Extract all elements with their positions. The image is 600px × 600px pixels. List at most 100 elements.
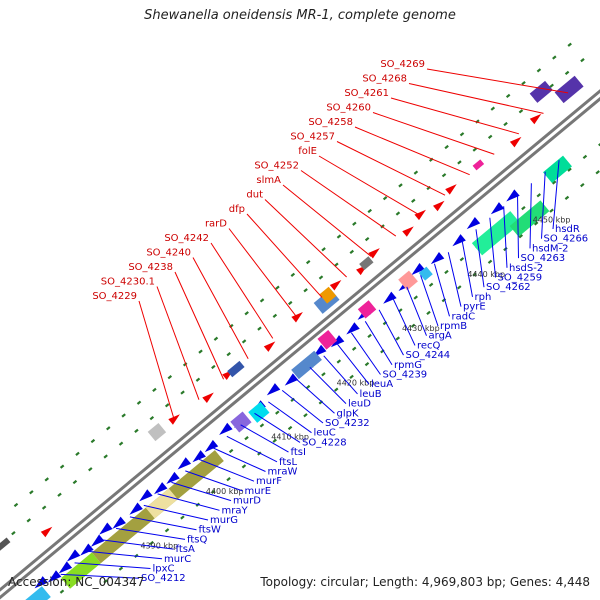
gene-label-reverse: SO_4262 bbox=[486, 282, 531, 293]
tick-mark bbox=[228, 448, 234, 454]
gene-label-forward: rarD bbox=[205, 219, 227, 230]
tick-mark bbox=[121, 413, 126, 418]
tick-mark bbox=[536, 68, 542, 73]
tick-mark bbox=[134, 428, 139, 433]
forward-gene-arrow bbox=[202, 392, 214, 403]
tick-mark bbox=[11, 531, 16, 536]
tick-rows bbox=[11, 42, 600, 594]
reverse-gene-arrow bbox=[112, 516, 126, 529]
leader-line bbox=[226, 435, 278, 463]
gene-block bbox=[147, 422, 167, 442]
gene-label-reverse: leuB bbox=[360, 389, 382, 400]
tick-mark bbox=[13, 502, 19, 508]
gene-label-reverse: ftsL bbox=[279, 457, 297, 468]
leader-line bbox=[392, 298, 416, 346]
leader-line bbox=[295, 378, 335, 414]
tick-mark bbox=[287, 425, 293, 431]
gene-label-reverse: hsdM-2 bbox=[532, 243, 569, 254]
leader-line bbox=[192, 257, 249, 360]
tick-mark bbox=[428, 282, 434, 287]
gene-block bbox=[61, 552, 101, 589]
leader-line bbox=[517, 194, 519, 259]
forward-gene-arrow bbox=[402, 226, 414, 237]
reverse-gene-arrow bbox=[34, 576, 49, 589]
forward-gene-arrow bbox=[329, 280, 342, 291]
reverse-gene-arrow bbox=[466, 216, 481, 230]
leader-line bbox=[489, 217, 496, 278]
tick-mark bbox=[106, 426, 111, 431]
tick-mark bbox=[164, 528, 170, 533]
tick-mark bbox=[487, 134, 493, 139]
leader-line bbox=[461, 240, 473, 297]
gene-label-reverse: hsdS-2 bbox=[509, 263, 543, 274]
gene-label-forward: dut bbox=[246, 190, 263, 201]
reverse-gene-arrow bbox=[154, 482, 168, 495]
gene-block bbox=[398, 270, 418, 291]
tick-mark bbox=[595, 170, 600, 175]
tick-mark bbox=[580, 182, 585, 188]
tick-mark bbox=[272, 438, 277, 443]
tick-mark bbox=[521, 205, 526, 211]
reverse-gene-arrow bbox=[284, 373, 299, 386]
leader-line bbox=[102, 539, 174, 550]
gene-label-reverse: murC bbox=[164, 554, 191, 565]
gene-block bbox=[319, 286, 337, 304]
leader-line bbox=[268, 401, 312, 434]
tick-mark bbox=[167, 375, 173, 380]
gene-block bbox=[0, 537, 11, 552]
leader-line bbox=[116, 527, 186, 540]
gene-label-forward: SO_4242 bbox=[164, 233, 209, 244]
tick-mark bbox=[367, 208, 372, 214]
tick-mark bbox=[457, 285, 462, 290]
reverse-gene-arrow bbox=[219, 422, 233, 435]
gene-label-forward: SO_4258 bbox=[308, 117, 353, 128]
leader-line bbox=[210, 242, 274, 339]
leader-line bbox=[157, 493, 220, 511]
leader-line bbox=[74, 562, 151, 569]
genome-summary: Topology: circular; Length: 4,969,803 bp… bbox=[260, 575, 590, 589]
tick-mark bbox=[244, 436, 249, 441]
leader-line bbox=[406, 286, 427, 336]
tick-mark bbox=[241, 464, 247, 469]
gene-label-reverse: ftsQ bbox=[187, 534, 207, 545]
ruler-label: 4450 kbp bbox=[533, 215, 571, 224]
tick-mark bbox=[118, 441, 124, 446]
tick-mark bbox=[164, 403, 170, 408]
leader-line bbox=[433, 263, 450, 317]
leader-line bbox=[198, 458, 255, 482]
gene-label-reverse: pyrE bbox=[463, 302, 486, 313]
tick-mark bbox=[226, 477, 231, 482]
genome-backbone bbox=[0, 89, 600, 600]
gene-label-forward: SO_4230.1 bbox=[101, 277, 155, 288]
forward-gene-arrow bbox=[445, 184, 457, 195]
reverse-gene-arrow bbox=[166, 471, 180, 485]
gene-block bbox=[359, 256, 374, 271]
tick-mark bbox=[44, 477, 49, 482]
gene-label-reverse: SO_4266 bbox=[544, 234, 589, 245]
tick-mark bbox=[472, 272, 477, 277]
leader-line bbox=[309, 366, 347, 404]
gene-block bbox=[554, 75, 584, 104]
ruler-labels: 4390 kbp 4400 kbp 4410 kbp 4420 kbp 4430 kbp… bbox=[141, 215, 571, 550]
gene-label-forward: SO_4269 bbox=[380, 59, 425, 70]
tick-mark bbox=[149, 540, 154, 546]
reverse-gene-arrow bbox=[192, 450, 206, 463]
gene-features bbox=[0, 75, 584, 600]
leader-line bbox=[212, 447, 266, 472]
leader-line bbox=[475, 229, 485, 288]
tick-mark bbox=[305, 259, 311, 265]
tick-mark bbox=[180, 515, 185, 520]
tick-mark bbox=[259, 298, 265, 303]
gene-label-reverse: murD bbox=[233, 496, 261, 507]
tick-mark bbox=[382, 196, 388, 201]
leader-line bbox=[282, 184, 372, 257]
reverse-gene-arrow bbox=[430, 251, 445, 265]
gene-block bbox=[248, 401, 270, 423]
reverse-gene-arrow bbox=[506, 189, 520, 202]
leader-line bbox=[323, 355, 358, 395]
leader-line bbox=[240, 424, 289, 453]
forward-gene-arrow bbox=[368, 248, 380, 259]
gene-label-reverse: SO_4232 bbox=[325, 418, 370, 429]
forward-strand-labels: SO_4269 SO_4268 SO_4261 SO_4260 SO_4258 SO_42… bbox=[92, 59, 569, 421]
tick-mark bbox=[457, 160, 462, 165]
